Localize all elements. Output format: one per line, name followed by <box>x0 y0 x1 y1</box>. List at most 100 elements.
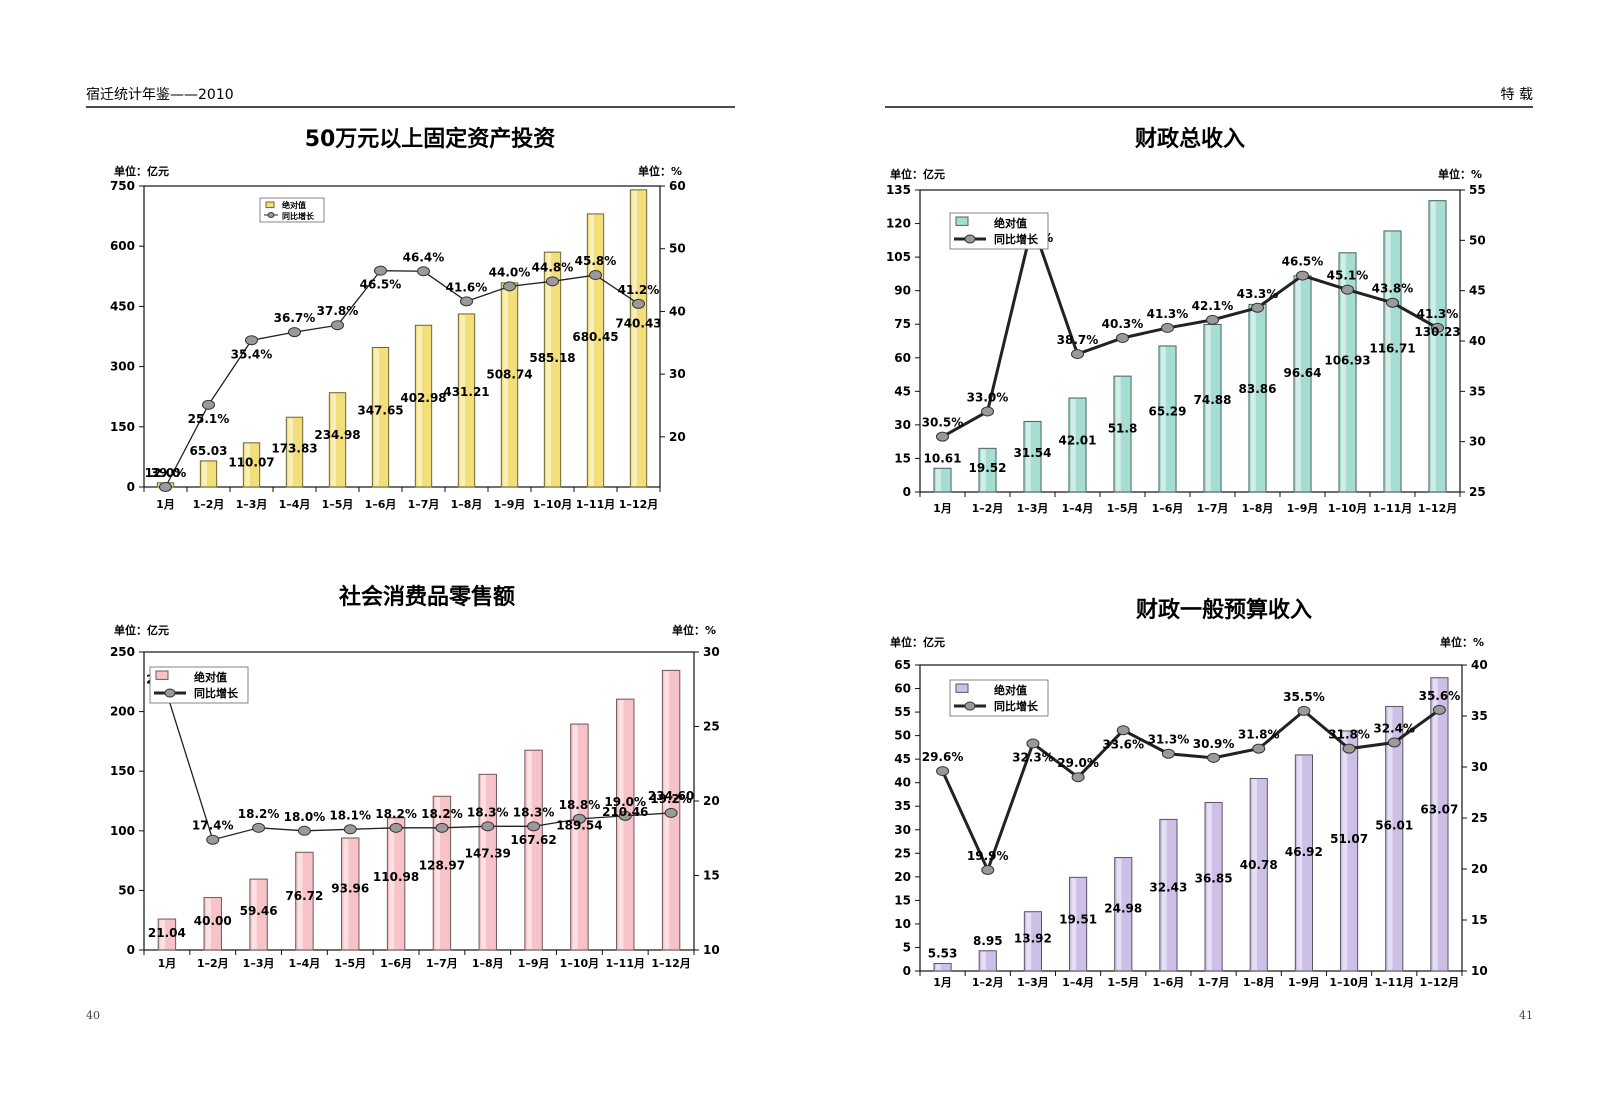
growth-value-label: 46.4% <box>403 250 445 264</box>
category-label: 1–2月 <box>197 957 229 970</box>
growth-point <box>981 406 994 417</box>
left-tick-label: 150 <box>110 420 135 434</box>
growth-point <box>206 834 220 845</box>
bar-highlight <box>417 326 422 486</box>
bar-highlight <box>1340 253 1346 491</box>
left-tick-label: 135 <box>886 183 911 197</box>
right-tick-label: 35 <box>1469 384 1486 398</box>
right-axis-unit: 单位：% <box>672 623 716 637</box>
right-tick-label: 30 <box>669 367 686 381</box>
growth-value-label: 31.8% <box>1238 728 1280 742</box>
right-tick-label: 55 <box>1469 183 1486 197</box>
left-tick-label: 120 <box>886 217 911 231</box>
growth-value-label: 18.3% <box>513 805 555 819</box>
left-tick-label: 65 <box>894 658 911 672</box>
bar-value-label: 167.62 <box>510 833 556 847</box>
category-label: 1–3月 <box>243 957 275 970</box>
growth-value-label: 46.5% <box>1282 255 1324 269</box>
growth-value-label: 35.6% <box>1419 689 1461 703</box>
right-tick-label: 35 <box>1471 709 1488 723</box>
left-tick-label: 750 <box>110 179 135 193</box>
category-label: 1–7月 <box>1198 976 1230 989</box>
growth-point <box>527 821 541 832</box>
left-tick-label: 35 <box>894 799 911 813</box>
plot-area <box>143 185 661 488</box>
category-label: 1–4月 <box>1062 976 1094 989</box>
category-label: 1–10月 <box>1329 976 1368 989</box>
left-tick-label: 15 <box>894 893 911 907</box>
bar-highlight <box>981 951 986 970</box>
right-tick-label: 20 <box>669 430 686 444</box>
left-tick-label: 45 <box>894 752 911 766</box>
growth-value-label: 18.1% <box>329 808 371 822</box>
category-label: 1–6月 <box>380 957 412 970</box>
right-tick-label: 30 <box>1471 760 1488 774</box>
category-label: 1–4月 <box>279 498 311 511</box>
category-label: 1–11月 <box>576 498 615 511</box>
growth-point <box>1432 704 1446 715</box>
bar-value-label: 106.93 <box>1324 353 1370 367</box>
category-label: 1–9月 <box>518 957 550 970</box>
left-tick-label: 600 <box>110 239 135 253</box>
bar-value-label: 46.92 <box>1285 845 1323 859</box>
legend-line-label: 同比增长 <box>994 699 1039 713</box>
right-tick-label: 45 <box>1469 284 1486 298</box>
right-axis-unit: 单位：% <box>1440 635 1484 649</box>
growth-value-label: 30.5% <box>922 416 964 430</box>
category-label: 1–4月 <box>289 957 321 970</box>
left-tick-label: 40 <box>894 776 911 790</box>
right-tick-label: 20 <box>1471 862 1488 876</box>
growth-point <box>435 822 449 833</box>
left-tick-label: 450 <box>110 299 135 313</box>
growth-point <box>1071 349 1084 360</box>
growth-point <box>664 807 678 818</box>
growth-point <box>159 482 172 492</box>
growth-point <box>1116 332 1129 343</box>
bar-highlight <box>1252 779 1257 970</box>
bar-value-label: 19.52 <box>969 461 1007 475</box>
bar-highlight <box>297 853 303 949</box>
category-label: 1–9月 <box>1287 502 1319 515</box>
growth-point <box>374 265 387 276</box>
growth-point <box>1386 297 1399 308</box>
left-tick-label: 0 <box>127 943 135 957</box>
growth-value-label: 33.6% <box>1102 737 1144 751</box>
right-tick-label: 50 <box>669 242 686 256</box>
left-tick-label: 105 <box>886 250 911 264</box>
growth-value-label: 25.1% <box>188 412 230 426</box>
left-axis-unit: 单位：亿元 <box>890 167 945 181</box>
chart-title: 50万元以上固定资产投资 <box>305 126 556 152</box>
legend-bar-swatch <box>955 216 969 226</box>
left-tick-label: 0 <box>127 480 135 494</box>
right-tick-label: 25 <box>703 720 720 734</box>
legend-point-swatch <box>164 688 176 698</box>
category-label: 1–8月 <box>451 498 483 511</box>
category-label: 1–10月 <box>533 498 572 511</box>
bar-highlight <box>460 314 465 486</box>
bar-highlight <box>572 725 578 949</box>
bar-value-label: 21.04 <box>148 926 186 940</box>
category-label: 1–11月 <box>606 957 645 970</box>
bar-highlight <box>1026 912 1032 970</box>
category-label: 1–8月 <box>1243 976 1275 989</box>
growth-value-label: 45.8% <box>575 254 617 268</box>
growth-value-label: 43.8% <box>1372 282 1414 296</box>
category-label: 1–12月 <box>651 957 690 970</box>
growth-point <box>1071 772 1085 783</box>
category-label: 1–8月 <box>1242 502 1274 515</box>
growth-value-label: 43.3% <box>1237 287 1279 301</box>
chart-title: 社会消费品零售额 <box>339 584 515 610</box>
page-number-right: 41 <box>1519 1009 1533 1022</box>
legend-point-swatch <box>964 701 976 711</box>
growth-value-label: 44.0% <box>489 265 531 279</box>
growth-point <box>389 822 403 833</box>
bar-highlight <box>245 443 250 486</box>
growth-value-label: 19.9% <box>967 849 1009 863</box>
right-tick-label: 25 <box>1469 485 1486 499</box>
left-tick-label: 45 <box>894 384 911 398</box>
growth-value-label: 36.7% <box>274 311 316 325</box>
category-label: 1–12月 <box>1420 976 1459 989</box>
bar-value-label: 76.72 <box>285 889 323 903</box>
growth-value-label: 29.6% <box>922 750 964 764</box>
